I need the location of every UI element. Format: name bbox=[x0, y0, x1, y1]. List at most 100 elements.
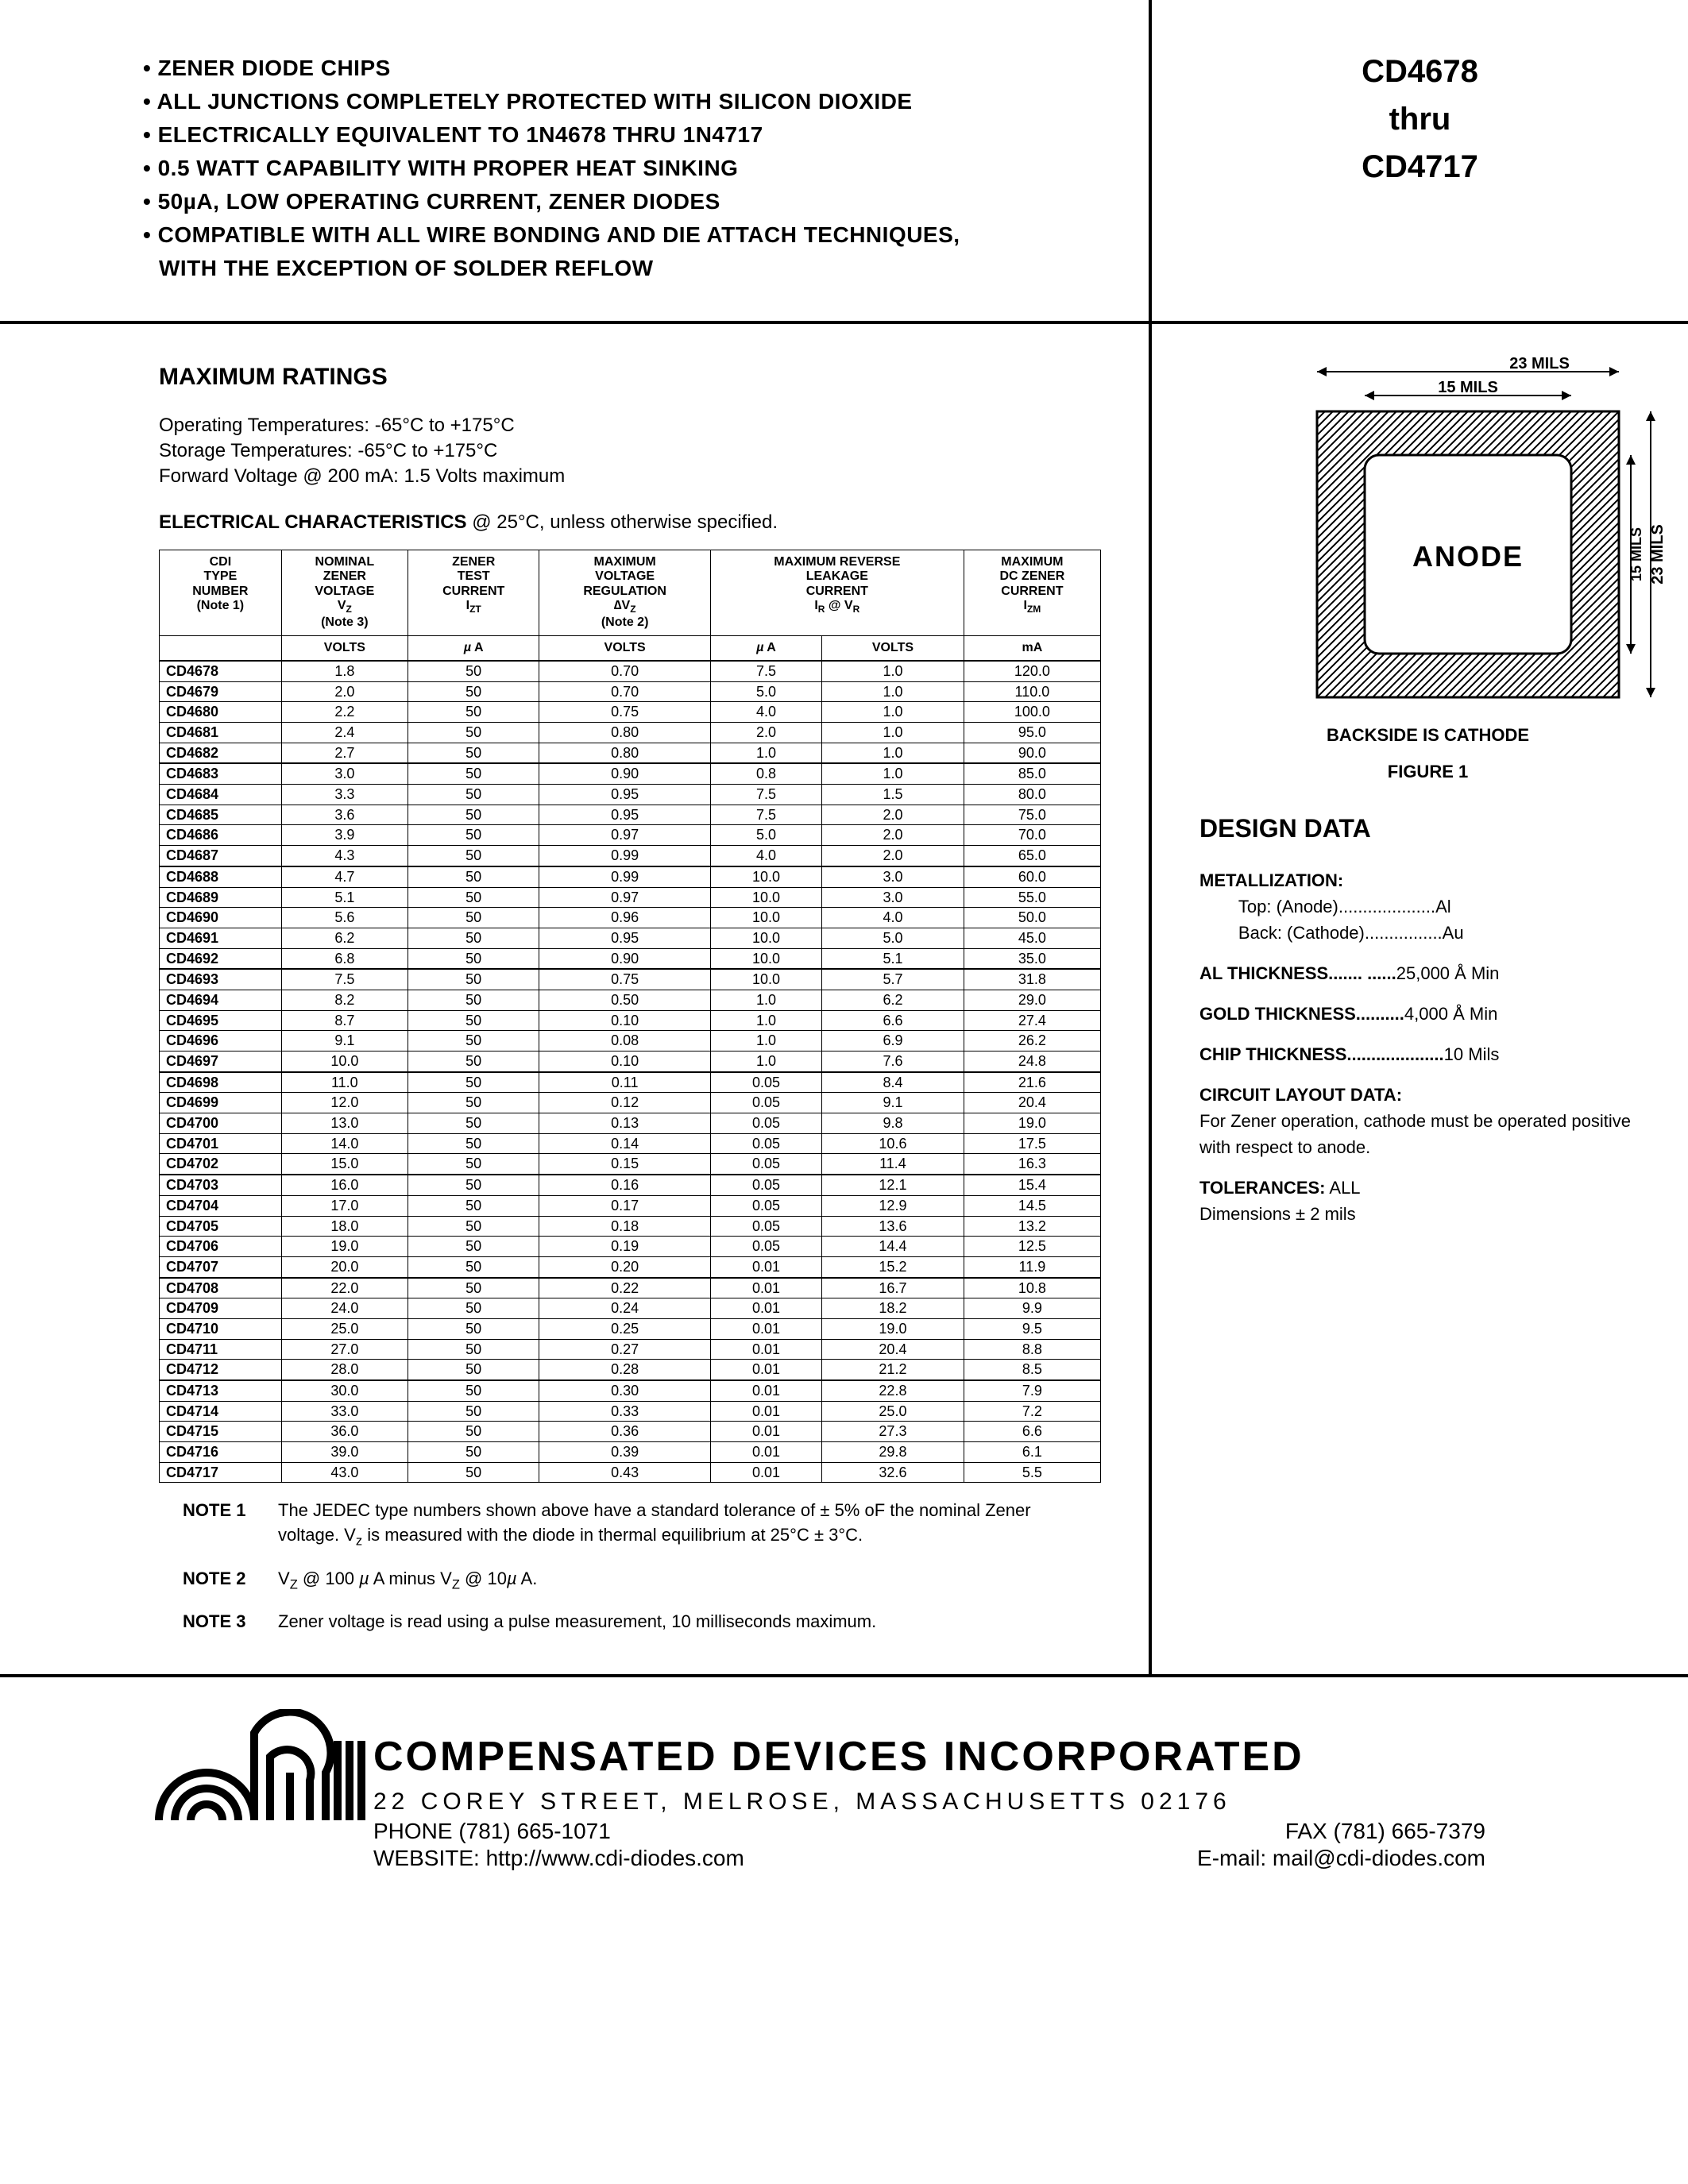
table-cell: CD4693 bbox=[160, 969, 282, 990]
table-cell: CD4713 bbox=[160, 1380, 282, 1401]
table-cell: 0.05 bbox=[710, 1093, 821, 1113]
table-cell: 55.0 bbox=[964, 887, 1100, 908]
al-label: AL THICKNESS....... ...... bbox=[1199, 963, 1396, 983]
table-cell: 50 bbox=[408, 1422, 539, 1442]
table-cell: 50 bbox=[408, 908, 539, 928]
table-cell: 0.95 bbox=[539, 785, 710, 805]
table-cell: 16.3 bbox=[964, 1154, 1100, 1175]
table-cell: CD4712 bbox=[160, 1360, 282, 1380]
table-cell: 25.0 bbox=[822, 1401, 964, 1422]
table-cell: CD4700 bbox=[160, 1113, 282, 1134]
table-cell: 2.0 bbox=[710, 723, 821, 743]
figure-and-design: 23 MILS 15 MILS ANODE bbox=[1152, 324, 1688, 1674]
table-cell: 29.8 bbox=[822, 1442, 964, 1463]
tolerances: TOLERANCES: ALL Dimensions ± 2 mils bbox=[1199, 1175, 1656, 1227]
table-cell: 33.0 bbox=[281, 1401, 408, 1422]
table-cell: 0.18 bbox=[539, 1216, 710, 1237]
table-cell: 5.0 bbox=[822, 928, 964, 948]
table-cell: 43.0 bbox=[281, 1462, 408, 1483]
feature-bullet: ELECTRICALLY EQUIVALENT TO 1N4678 THRU 1… bbox=[143, 122, 1117, 148]
table-cell: 1.5 bbox=[822, 785, 964, 805]
table-cell: 4.7 bbox=[281, 866, 408, 887]
table-cell: 12.5 bbox=[964, 1237, 1100, 1257]
table-cell: CD4680 bbox=[160, 702, 282, 723]
table-cell: CD4709 bbox=[160, 1298, 282, 1319]
features-panel: ZENER DIODE CHIPS ALL JUNCTIONS COMPLETE… bbox=[0, 0, 1152, 321]
table-cell: 0.05 bbox=[710, 1133, 821, 1154]
table-cell: 4.3 bbox=[281, 846, 408, 866]
table-cell: CD4686 bbox=[160, 825, 282, 846]
table-cell: 50 bbox=[408, 1093, 539, 1113]
table-cell: 5.1 bbox=[822, 948, 964, 969]
table-row: CD469710.0500.101.07.624.8 bbox=[160, 1051, 1101, 1072]
table-cell: 32.6 bbox=[822, 1462, 964, 1483]
table-cell: 7.9 bbox=[964, 1380, 1100, 1401]
table-cell: CD4678 bbox=[160, 661, 282, 681]
table-cell: 50 bbox=[408, 1072, 539, 1093]
table-cell: 30.0 bbox=[281, 1380, 408, 1401]
al-thickness: AL THICKNESS....... ......25,000 Å Min bbox=[1199, 960, 1656, 986]
table-cell: 0.99 bbox=[539, 846, 710, 866]
table-cell: 0.01 bbox=[710, 1380, 821, 1401]
table-row: CD471330.0500.300.0122.87.9 bbox=[160, 1380, 1101, 1401]
table-cell: 100.0 bbox=[964, 702, 1100, 723]
company-name: COMPENSATED DEVICES INCORPORATED bbox=[373, 1733, 1593, 1781]
table-cell: 0.17 bbox=[539, 1195, 710, 1216]
table-cell: CD4711 bbox=[160, 1339, 282, 1360]
table-cell: CD4708 bbox=[160, 1278, 282, 1298]
gold-val: 4,000 Å Min bbox=[1404, 1004, 1497, 1024]
table-cell: 50.0 bbox=[964, 908, 1100, 928]
table-cell: 50 bbox=[408, 948, 539, 969]
table-cell: 0.28 bbox=[539, 1360, 710, 1380]
table-cell: CD4689 bbox=[160, 887, 282, 908]
table-cell: 3.9 bbox=[281, 825, 408, 846]
table-cell: 24.0 bbox=[281, 1298, 408, 1319]
table-cell: 7.5 bbox=[710, 785, 821, 805]
table-cell: 12.0 bbox=[281, 1093, 408, 1113]
table-row: CD470316.0500.160.0512.115.4 bbox=[160, 1175, 1101, 1195]
table-cell: 36.0 bbox=[281, 1422, 408, 1442]
table-unit: VOLTS bbox=[281, 635, 408, 661]
table-cell: 110.0 bbox=[964, 681, 1100, 702]
table-cell: 2.7 bbox=[281, 743, 408, 763]
table-cell: 1.0 bbox=[822, 661, 964, 681]
table-cell: 0.90 bbox=[539, 763, 710, 784]
table-cell: 11.9 bbox=[964, 1256, 1100, 1277]
gold-label: GOLD THICKNESS.......... bbox=[1199, 1004, 1404, 1024]
table-cell: 50 bbox=[408, 743, 539, 763]
table-cell: 0.14 bbox=[539, 1133, 710, 1154]
table-cell: 70.0 bbox=[964, 825, 1100, 846]
svg-text:23 MILS: 23 MILS bbox=[1649, 524, 1667, 585]
table-cell: CD4716 bbox=[160, 1442, 282, 1463]
table-cell: 50 bbox=[408, 1298, 539, 1319]
table-row: CD469811.0500.110.058.421.6 bbox=[160, 1072, 1101, 1093]
table-row: CD46916.2500.9510.05.045.0 bbox=[160, 928, 1101, 948]
table-cell: 0.50 bbox=[539, 990, 710, 1010]
tol-val: ALL bbox=[1326, 1178, 1361, 1198]
table-unit: VOLTS bbox=[822, 635, 964, 661]
table-cell: 39.0 bbox=[281, 1442, 408, 1463]
table-cell: 0.24 bbox=[539, 1298, 710, 1319]
table-cell: 19.0 bbox=[822, 1318, 964, 1339]
table-row: CD470822.0500.220.0116.710.8 bbox=[160, 1278, 1101, 1298]
figure-caption: FIGURE 1 bbox=[1199, 762, 1656, 782]
table-cell: 1.0 bbox=[822, 681, 964, 702]
table-row: CD471228.0500.280.0121.28.5 bbox=[160, 1360, 1101, 1380]
table-cell: 0.05 bbox=[710, 1113, 821, 1134]
feature-bullet-cont: WITH THE EXCEPTION OF SOLDER REFLOW bbox=[159, 256, 1117, 281]
footer: COMPENSATED DEVICES INCORPORATED 22 CORE… bbox=[0, 1677, 1688, 1920]
table-cell: 1.0 bbox=[822, 702, 964, 723]
table-header: MAXIMUMVOLTAGEREGULATION∆VZ(Note 2) bbox=[539, 550, 710, 636]
tol-label: TOLERANCES: bbox=[1199, 1178, 1326, 1198]
part-thru: thru bbox=[1184, 95, 1656, 143]
circuit-label: CIRCUIT LAYOUT DATA: bbox=[1199, 1085, 1402, 1105]
table-cell: 0.01 bbox=[710, 1360, 821, 1380]
table-cell: 0.43 bbox=[539, 1462, 710, 1483]
svg-text:ANODE: ANODE bbox=[1412, 540, 1523, 573]
table-cell: 65.0 bbox=[964, 846, 1100, 866]
table-cell: 50 bbox=[408, 1442, 539, 1463]
table-cell: CD4688 bbox=[160, 866, 282, 887]
table-cell: 0.90 bbox=[539, 948, 710, 969]
table-cell: 50 bbox=[408, 825, 539, 846]
feature-bullet: 0.5 WATT CAPABILITY WITH PROPER HEAT SIN… bbox=[143, 156, 1117, 181]
